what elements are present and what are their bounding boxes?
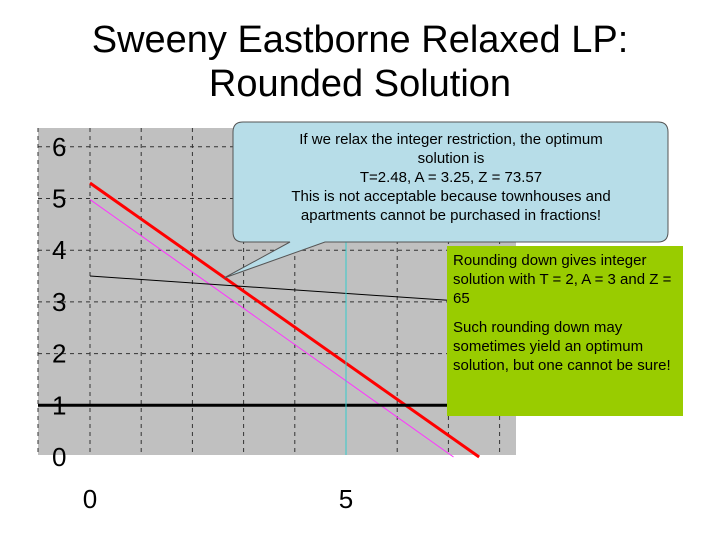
series-line-objective	[89, 181, 480, 459]
tick-labels: 0 1 2 3 4 5 6 0 5	[52, 132, 353, 514]
slide-title: Sweeny Eastborne Relaxed LP: Rounded Sol…	[0, 18, 720, 106]
callout-line: apartments cannot be purchased in fracti…	[300, 207, 602, 224]
title-line-1: Sweeny Eastborne Relaxed LP:	[91, 19, 629, 61]
y-tick-label: 0	[52, 442, 66, 472]
y-tick-label: 2	[52, 339, 66, 369]
x-tick-label: 0	[83, 484, 97, 514]
title-line-2: Rounded Solution	[208, 63, 512, 105]
x-tick-label: 5	[339, 484, 353, 514]
callout-text: If we relax the integer restriction, the…	[236, 130, 666, 225]
callout-bubble	[223, 121, 669, 279]
y-tick-label: 6	[52, 132, 66, 162]
callout-line: solution is	[417, 150, 485, 167]
note-paragraph-2: Such rounding down may sometimes yield a…	[453, 319, 671, 374]
callout-line: If we relax the integer restriction, the…	[299, 131, 603, 148]
series-line-parallel	[89, 199, 454, 458]
series-group	[38, 128, 517, 459]
y-tick-label: 3	[52, 287, 66, 317]
y-tick-label: 4	[52, 235, 66, 265]
note-paragraph-1: Rounding down gives integer solution wit…	[453, 252, 672, 307]
y-tick-label: 5	[52, 184, 66, 214]
callout-line: T=2.48, A = 3.25, Z = 73.57	[359, 169, 543, 186]
y-tick-label: 1	[52, 390, 66, 420]
series-line-constraint-a	[89, 275, 517, 306]
note-box: Rounding down gives integer solution wit…	[447, 246, 683, 416]
callout-line: This is not acceptable because townhouse…	[291, 188, 611, 205]
